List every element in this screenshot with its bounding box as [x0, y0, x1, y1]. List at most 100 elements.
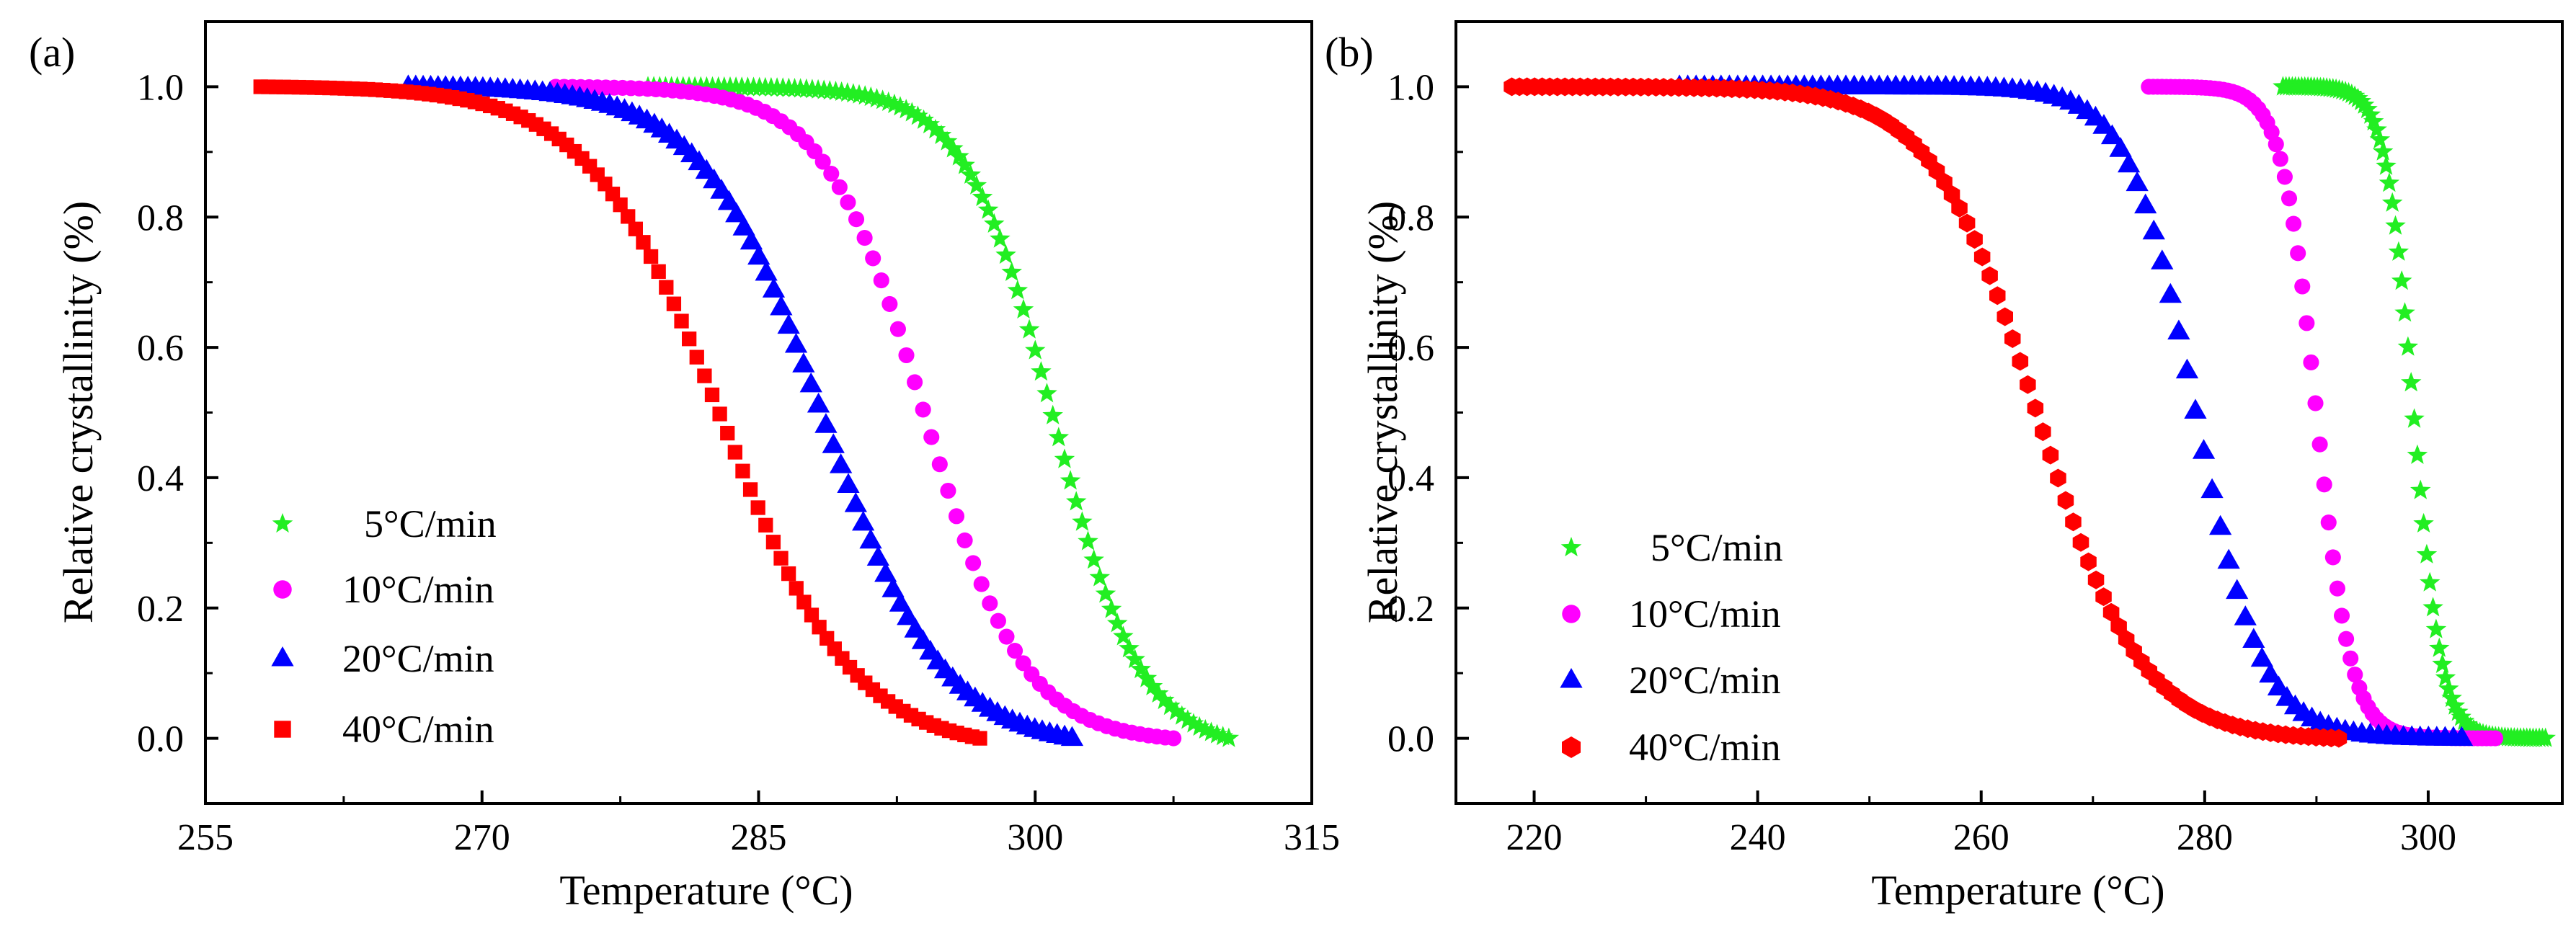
data-point — [2338, 631, 2355, 647]
data-point — [2441, 687, 2462, 708]
data-point — [2027, 398, 2044, 418]
data-point — [2012, 352, 2029, 371]
data-point — [812, 620, 827, 635]
y-tick-label-b: 1.0 — [1387, 67, 1434, 108]
y-tick-label-b: 0.2 — [1387, 589, 1434, 630]
data-point — [902, 102, 923, 122]
data-point — [643, 249, 659, 264]
data-point — [931, 456, 948, 473]
data-point — [1165, 700, 1186, 721]
data-point — [1060, 470, 1081, 490]
data-point — [856, 230, 873, 246]
ticks-a: 255 270 285 300 315 0.0 0.2 0.4 0.6 0.8 1.0 — [137, 67, 1340, 858]
data-point — [1095, 583, 1116, 603]
data-point — [919, 114, 940, 134]
y-tick-label-a: 0.6 — [137, 328, 184, 369]
data-point — [689, 349, 704, 365]
data-point — [770, 295, 793, 316]
data-point — [873, 272, 889, 289]
legend-label-5c-b: 5°C/min — [1651, 526, 1783, 569]
legend-item-20c-a: 20°C/min — [271, 637, 494, 680]
legend-symbol — [1560, 537, 1582, 557]
legend-item-5c-a: 5°C/min — [272, 502, 497, 545]
data-point — [814, 153, 831, 170]
data-point — [2385, 215, 2406, 235]
data-point — [2324, 549, 2341, 566]
data-point — [2267, 675, 2291, 696]
data-point — [2342, 650, 2359, 667]
data-point — [1136, 667, 1158, 687]
markers-a — [253, 74, 1240, 747]
data-point — [2276, 169, 2293, 185]
data-point — [2311, 436, 2328, 453]
data-point — [2072, 533, 2089, 552]
data-point — [865, 250, 881, 267]
x-tick-label-a: 300 — [1007, 817, 1063, 858]
data-point — [977, 199, 999, 219]
legend-marker-5c-b — [1560, 537, 1582, 557]
data-point — [1966, 230, 1983, 249]
data-point — [2126, 171, 2149, 192]
data-point — [943, 138, 964, 158]
data-point — [704, 387, 720, 403]
legend-item-40c-a: 40°C/min — [274, 708, 494, 751]
series-20c-a — [396, 74, 1084, 747]
data-point — [2333, 607, 2350, 624]
x-tick-label-a: 255 — [177, 817, 234, 858]
data-point — [1042, 404, 1063, 424]
data-point — [628, 221, 643, 236]
legend-marker-20c-a — [271, 646, 294, 667]
data-point — [1130, 659, 1151, 679]
legend-label-5c-a: 5°C/min — [364, 502, 497, 545]
data-point — [740, 229, 763, 250]
x-tick-label-b: 300 — [2400, 817, 2456, 858]
data-point — [2348, 87, 2368, 107]
data-point — [2102, 602, 2120, 622]
data-point — [1054, 448, 1075, 468]
data-point — [948, 508, 965, 525]
y-tick-label-a: 0.0 — [137, 719, 184, 760]
data-point — [2451, 706, 2471, 726]
series-10c-b — [2141, 79, 2504, 747]
data-point — [2350, 90, 2372, 110]
data-point — [1013, 298, 1034, 318]
data-point — [1113, 625, 1134, 646]
legend-b: 5°C/min 10°C/min 20°C/min 40°C/min — [1560, 526, 1783, 769]
data-point — [2004, 329, 2021, 348]
data-point — [1060, 726, 1084, 747]
data-point — [1101, 598, 1122, 618]
data-point — [1177, 709, 1199, 729]
data-point — [2448, 701, 2469, 721]
series-40c-b — [1504, 77, 2348, 748]
data-point — [1007, 643, 1023, 659]
legend-marker-20c-b — [1560, 668, 1583, 688]
data-point — [732, 215, 755, 236]
data-point — [765, 535, 781, 550]
data-point — [2307, 395, 2324, 411]
data-point — [2100, 124, 2124, 145]
data-point — [2184, 398, 2207, 419]
data-point — [840, 194, 856, 210]
data-point — [2303, 354, 2319, 370]
data-point — [881, 295, 898, 312]
data-point — [2329, 580, 2345, 597]
x-axis-title-a: Temperature (°C) — [559, 867, 853, 914]
data-point — [2381, 192, 2403, 212]
data-point — [2320, 514, 2337, 531]
data-point — [781, 566, 796, 582]
data-point — [2268, 136, 2284, 153]
data-point — [866, 545, 889, 566]
data-point — [2388, 241, 2410, 261]
data-point — [789, 581, 804, 596]
data-point — [889, 96, 911, 116]
data-point — [1989, 286, 2006, 306]
data-point — [925, 119, 946, 139]
data-point — [844, 492, 867, 512]
data-point — [1943, 185, 1960, 204]
data-point — [895, 99, 917, 119]
data-point — [2175, 358, 2199, 379]
data-point — [923, 429, 940, 445]
data-point — [1981, 266, 1998, 285]
data-point — [2357, 99, 2378, 119]
data-point — [2259, 662, 2282, 683]
